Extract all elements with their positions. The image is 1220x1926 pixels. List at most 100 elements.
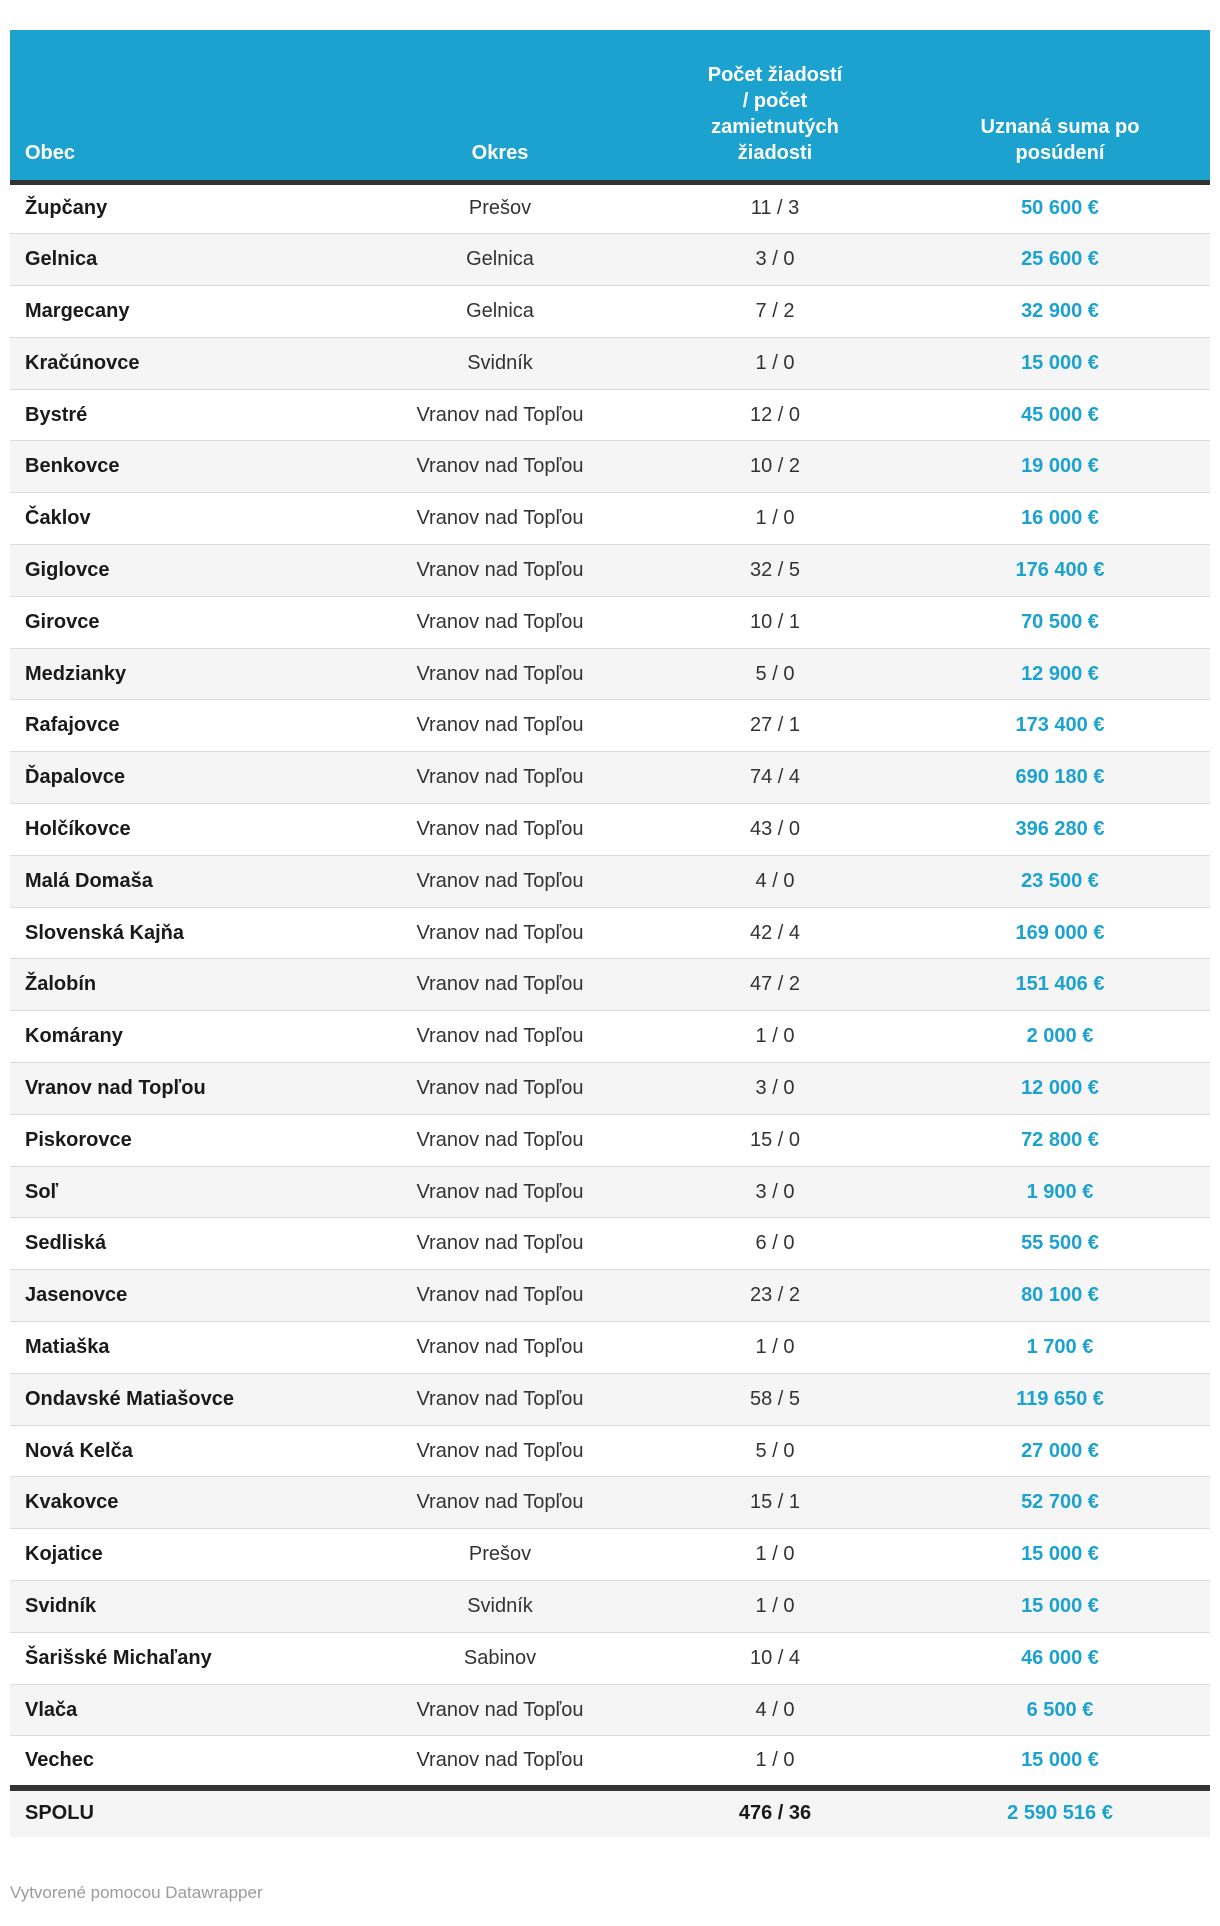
cell-suma: 151 406 € (1015, 973, 1105, 996)
cell-okres: Vranov nad Topľou (416, 455, 584, 478)
table-row: Kračúnovce Svidník 1 / 0 15 000 € (10, 337, 1210, 390)
cell-okres: Gelnica (466, 299, 534, 322)
table-row: Župčany Prešov 11 / 3 50 600 € (10, 182, 1210, 234)
cell-suma: 6 500 € (1026, 1698, 1094, 1721)
cell-suma: 23 500 € (1021, 869, 1099, 892)
cell-obec: Nová Kelča (25, 1439, 133, 1462)
cell-obec: Holčíkovce (25, 817, 131, 840)
cell-suma: 173 400 € (1015, 714, 1105, 737)
cell-suma: 15 000 € (1021, 1594, 1099, 1617)
cell-suma: 46 000 € (1021, 1646, 1099, 1669)
datawrapper-attribution-link[interactable]: Vytvorené pomocou Datawrapper (10, 1882, 263, 1902)
cell-obec: Slovenská Kajňa (25, 921, 184, 944)
cell-okres: Vranov nad Topľou (416, 1335, 584, 1358)
cell-suma: 70 500 € (1021, 610, 1099, 633)
cell-pocet: 74 / 4 (749, 766, 801, 789)
totals-okres-empty (360, 1788, 640, 1837)
cell-obec: Ondavské Matiašovce (25, 1387, 234, 1410)
cell-okres: Vranov nad Topľou (416, 766, 584, 789)
totals-row: SPOLU 476 / 36 2 590 516 € (10, 1787, 1210, 1837)
cell-obec: Sedliská (25, 1232, 107, 1255)
cell-obec: Čaklov (25, 507, 91, 530)
cell-pocet: 1 / 0 (755, 507, 795, 530)
cell-pocet: 15 / 1 (749, 1491, 801, 1514)
cell-pocet: 32 / 5 (749, 558, 801, 581)
table-row: Šarišské Michaľany Sabinov 10 / 4 46 000 € (10, 1632, 1210, 1684)
column-header-pocet-ziadosti[interactable]: Počet žiadostí / počet zamietnutých žiad… (640, 30, 910, 185)
table-row: Žalobín Vranov nad Topľou 47 / 2 151 406 € (10, 958, 1210, 1011)
cell-pocet: 1 / 0 (755, 1025, 795, 1048)
cell-okres: Vranov nad Topľou (416, 1025, 584, 1048)
table-row: Vlača Vranov nad Topľou 4 / 0 6 500 € (10, 1684, 1210, 1736)
cell-suma: 52 700 € (1021, 1491, 1099, 1514)
cell-suma: 80 100 € (1021, 1284, 1099, 1307)
cell-okres: Vranov nad Topľou (416, 714, 584, 737)
table-row: Benkovce Vranov nad Topľou 10 / 2 19 000 € (10, 440, 1210, 493)
cell-okres: Vranov nad Topľou (416, 1387, 584, 1410)
cell-pocet: 4 / 0 (755, 869, 795, 892)
table-row: Holčíkovce Vranov nad Topľou 43 / 0 396 280… (10, 803, 1210, 856)
table-body: Župčany Prešov 11 / 3 50 600 € Gelnica Gelnic… (10, 182, 1210, 1788)
cell-suma: 12 900 € (1021, 662, 1099, 685)
cell-okres: Vranov nad Topľou (416, 507, 584, 530)
cell-suma: 50 600 € (1021, 197, 1099, 220)
cell-pocet: 4 / 0 (755, 1698, 795, 1721)
totals-label: SPOLU (25, 1802, 94, 1825)
cell-suma: 2 000 € (1026, 1025, 1094, 1048)
data-table: Obec Okres Počet žiadostí / počet zamiet… (10, 30, 1210, 1837)
cell-obec: Kračúnovce (25, 351, 140, 374)
cell-okres: Vranov nad Topľou (416, 1128, 584, 1151)
cell-pocet: 3 / 0 (755, 1180, 795, 1203)
cell-okres: Vranov nad Topľou (416, 610, 584, 633)
cell-pocet: 43 / 0 (749, 817, 801, 840)
totals-count: 476 / 36 (738, 1802, 812, 1825)
cell-obec: Malá Domaša (25, 869, 153, 892)
cell-suma: 27 000 € (1021, 1439, 1099, 1462)
cell-okres: Vranov nad Topľou (416, 1439, 584, 1462)
cell-pocet: 1 / 0 (755, 351, 795, 374)
table-row: Bystré Vranov nad Topľou 12 / 0 45 000 € (10, 389, 1210, 441)
table-row: Rafajovce Vranov nad Topľou 27 / 1 173 400 … (10, 699, 1210, 752)
table-row: Nová Kelča Vranov nad Topľou 5 / 0 27 000 € (10, 1425, 1210, 1477)
cell-pocet: 10 / 1 (749, 610, 801, 633)
table-row: Girovce Vranov nad Topľou 10 / 1 70 500 € (10, 596, 1210, 648)
cell-pocet: 27 / 1 (749, 714, 801, 737)
table-row: Jasenovce Vranov nad Topľou 23 / 2 80 100 € (10, 1269, 1210, 1322)
cell-suma: 396 280 € (1015, 817, 1105, 840)
cell-suma: 1 900 € (1026, 1180, 1094, 1203)
cell-okres: Vranov nad Topľou (416, 869, 584, 892)
cell-okres: Vranov nad Topľou (416, 1284, 584, 1307)
cell-pocet: 47 / 2 (749, 973, 801, 996)
cell-obec: Vlača (25, 1698, 78, 1721)
cell-pocet: 7 / 2 (755, 299, 795, 322)
column-header-uznana-suma[interactable]: Uznaná suma po posúdení (910, 30, 1210, 185)
table-row: Soľ Vranov nad Topľou 3 / 0 1 900 € (10, 1166, 1210, 1218)
table-footer: SPOLU 476 / 36 2 590 516 € (10, 1787, 1210, 1837)
cell-okres: Vranov nad Topľou (416, 1491, 584, 1514)
cell-okres: Vranov nad Topľou (416, 1698, 584, 1721)
cell-pocet: 10 / 4 (749, 1646, 801, 1669)
cell-okres: Vranov nad Topľou (416, 817, 584, 840)
cell-suma: 1 700 € (1026, 1335, 1094, 1358)
cell-pocet: 23 / 2 (749, 1284, 801, 1307)
column-header-okres[interactable]: Okres (360, 30, 640, 185)
cell-suma: 15 000 € (1021, 1749, 1099, 1772)
totals-sum: 2 590 516 € (1007, 1802, 1113, 1825)
cell-suma: 12 000 € (1021, 1076, 1099, 1099)
table-row: Svidník Svidník 1 / 0 15 000 € (10, 1580, 1210, 1633)
cell-okres: Prešov (468, 197, 532, 220)
cell-obec: Giglovce (25, 558, 110, 581)
column-header-obec[interactable]: Obec (10, 30, 360, 185)
cell-obec: Župčany (25, 197, 108, 220)
cell-obec: Svidník (25, 1594, 97, 1617)
cell-obec: Kvakovce (25, 1491, 119, 1514)
cell-pocet: 5 / 0 (755, 662, 795, 685)
cell-obec: Kojatice (25, 1543, 103, 1566)
table-row: Giglovce Vranov nad Topľou 32 / 5 176 400 € (10, 544, 1210, 597)
cell-obec: Vechec (25, 1749, 94, 1772)
cell-okres: Vranov nad Topľou (416, 973, 584, 996)
table-header-row: Obec Okres Počet žiadostí / počet zamiet… (10, 30, 1210, 185)
cell-obec: Matiaška (25, 1335, 110, 1358)
table-row: Komárany Vranov nad Topľou 1 / 0 2 000 € (10, 1010, 1210, 1063)
cell-suma: 55 500 € (1021, 1232, 1099, 1255)
